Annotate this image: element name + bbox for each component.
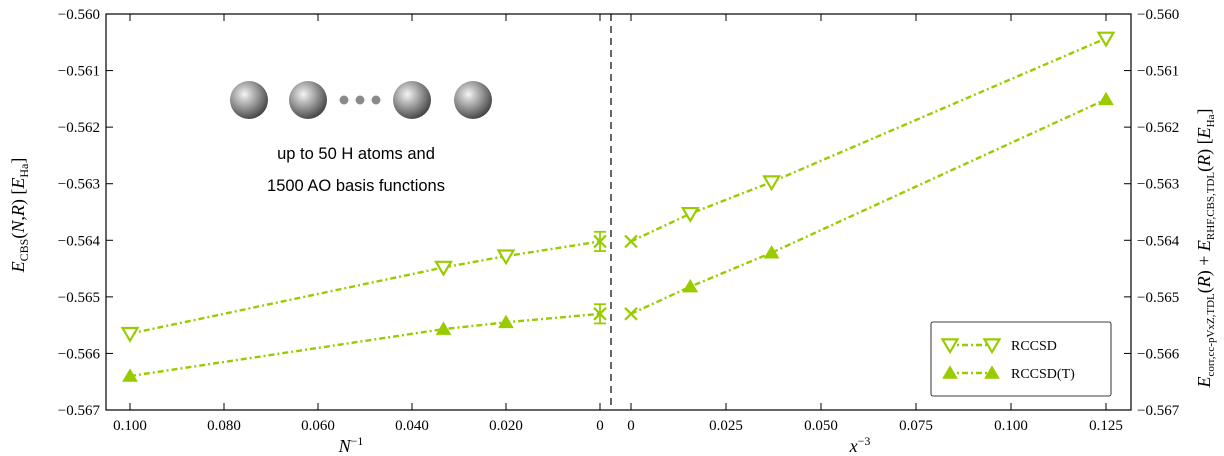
data-point-right-rccsd (762, 175, 782, 192)
legend-marker-rccsd-t (984, 365, 1000, 379)
legend-label-rccsd: RCCSD (1011, 339, 1057, 354)
annotation-line-2: 1500 AO basis functions (267, 177, 445, 195)
h-atom-sphere (393, 81, 431, 119)
data-point-right-rccsd (1096, 31, 1116, 48)
y-tick-label-left: −0.563 (58, 177, 100, 193)
data-point-right-rccsd-t (1098, 91, 1114, 106)
x-tick-label-right: 0 (627, 418, 635, 434)
chain-dot (371, 95, 381, 105)
x-tick-label-right: 0.025 (709, 418, 743, 434)
series-line-left-rccsd-t (129, 312, 601, 378)
y-axis-label-right: Ecorr,cc-pVxZ,TDL(R) + ERHF,CBS,TDL(R) [… (1194, 109, 1217, 389)
extrapolated-point-rccsd-t (593, 307, 607, 321)
series-line-right-rccsd-t (630, 98, 1107, 315)
x-tick-label-right: 0.075 (899, 418, 933, 434)
series-line-left-rccsd (129, 240, 601, 335)
data-point-left-rccsd-t (435, 321, 452, 335)
extrapolated-point-rccsd-stroke (593, 234, 607, 249)
data-point-left-rccsd (120, 326, 140, 343)
y-tick-label-left: −0.560 (58, 7, 100, 23)
extrapolated-point-rccsd (593, 234, 607, 249)
series-layer (120, 31, 1116, 382)
h-atom-sphere (454, 81, 492, 119)
y-tick-label-left: −0.564 (58, 233, 101, 249)
x-tick-label-left: 0.100 (113, 418, 147, 434)
extrapolated-point-right-rccsd-t (624, 307, 638, 321)
y-tick-label-left: −0.566 (58, 346, 101, 362)
x-tick-label-left: 0.020 (489, 418, 523, 434)
y-axis-label-left: ECBS(N,R) [EHa] (8, 158, 31, 274)
series-line-right-rccsd (630, 37, 1107, 243)
data-point-right-rccsd-t (763, 245, 780, 259)
plot-frame (105, 13, 1132, 411)
y-tick-label-left: −0.565 (58, 290, 100, 306)
y-tick-label-right: −0.567 (1137, 403, 1180, 419)
plot-border (105, 13, 1132, 411)
x-tick-label-left: 0.060 (301, 418, 335, 434)
y-tick-label-right: −0.561 (1137, 64, 1179, 80)
legend-items (940, 338, 1002, 379)
data-point-left-rccsd-t (122, 368, 138, 382)
data-point-right-rccsd (680, 206, 700, 223)
annotation-line-1: up to 50 H atoms and (277, 145, 435, 163)
y-tick-label-right: −0.560 (1137, 7, 1179, 23)
y-tick-label-right: −0.563 (1137, 177, 1179, 193)
legend-marker-rccsd-t (942, 365, 958, 379)
h-atom-sphere (230, 81, 268, 119)
legend-label-rccsd-t: RCCSD(T) (1011, 367, 1075, 382)
hydrogen-chain-illustration (230, 81, 492, 119)
x-axis-label-right: x−3 (849, 434, 871, 456)
y-tick-label-left: −0.567 (58, 403, 101, 419)
h-atom-sphere (289, 81, 327, 119)
left-y-ticks: −0.567 −0.566 −0.565 −0.564 −0.563 −0.562 −0.5… (58, 7, 113, 419)
y-tick-label-left: −0.561 (58, 64, 100, 80)
right-y-ticks: −0.567 −0.566 −0.565 −0.564 −0.563 −0.562 −0.5… (1124, 7, 1180, 419)
x-tick-label-left: 0.040 (395, 418, 429, 434)
extrapolated-point-right-rccsd-stroke (624, 234, 638, 249)
legend: RCCSD RCCSD(T) (930, 321, 1112, 397)
y-tick-label-left: −0.562 (58, 120, 100, 136)
y-tick-label-right: −0.565 (1137, 290, 1179, 306)
data-point-left-rccsd (434, 260, 453, 277)
legend-box (930, 321, 1112, 397)
x-tick-label-right: 0.100 (994, 418, 1028, 434)
extrapolated-point-right-rccsd-t-stroke (624, 307, 638, 321)
data-point-right-rccsd-t (682, 279, 699, 293)
y-tick-label-right: −0.564 (1137, 233, 1180, 249)
y-tick-label-right: −0.566 (1137, 346, 1180, 362)
extrapolated-point-rccsd-t-stroke (593, 307, 607, 321)
x-axis-label-left: N−1 (338, 434, 364, 456)
x-ticks: 0.100 0.080 0.060 0.040 0.020 0 0 0.025 0.050 0.0… (113, 14, 1123, 434)
extrapolated-point-right-rccsd (624, 234, 638, 249)
data-point-left-rccsd (496, 249, 516, 266)
chain-dot (339, 95, 349, 105)
x-tick-label-right: 0.125 (1089, 418, 1123, 434)
y-tick-label-right: −0.562 (1137, 120, 1179, 136)
x-tick-label-left: 0 (596, 418, 604, 434)
x-tick-label-left: 0.080 (207, 418, 241, 434)
data-point-left-rccsd-t (498, 314, 514, 329)
legend-marker-rccsd (940, 338, 960, 355)
legend-marker-rccsd (982, 338, 1002, 355)
x-tick-label-right: 0.050 (804, 418, 838, 434)
chain-dot (355, 95, 365, 105)
